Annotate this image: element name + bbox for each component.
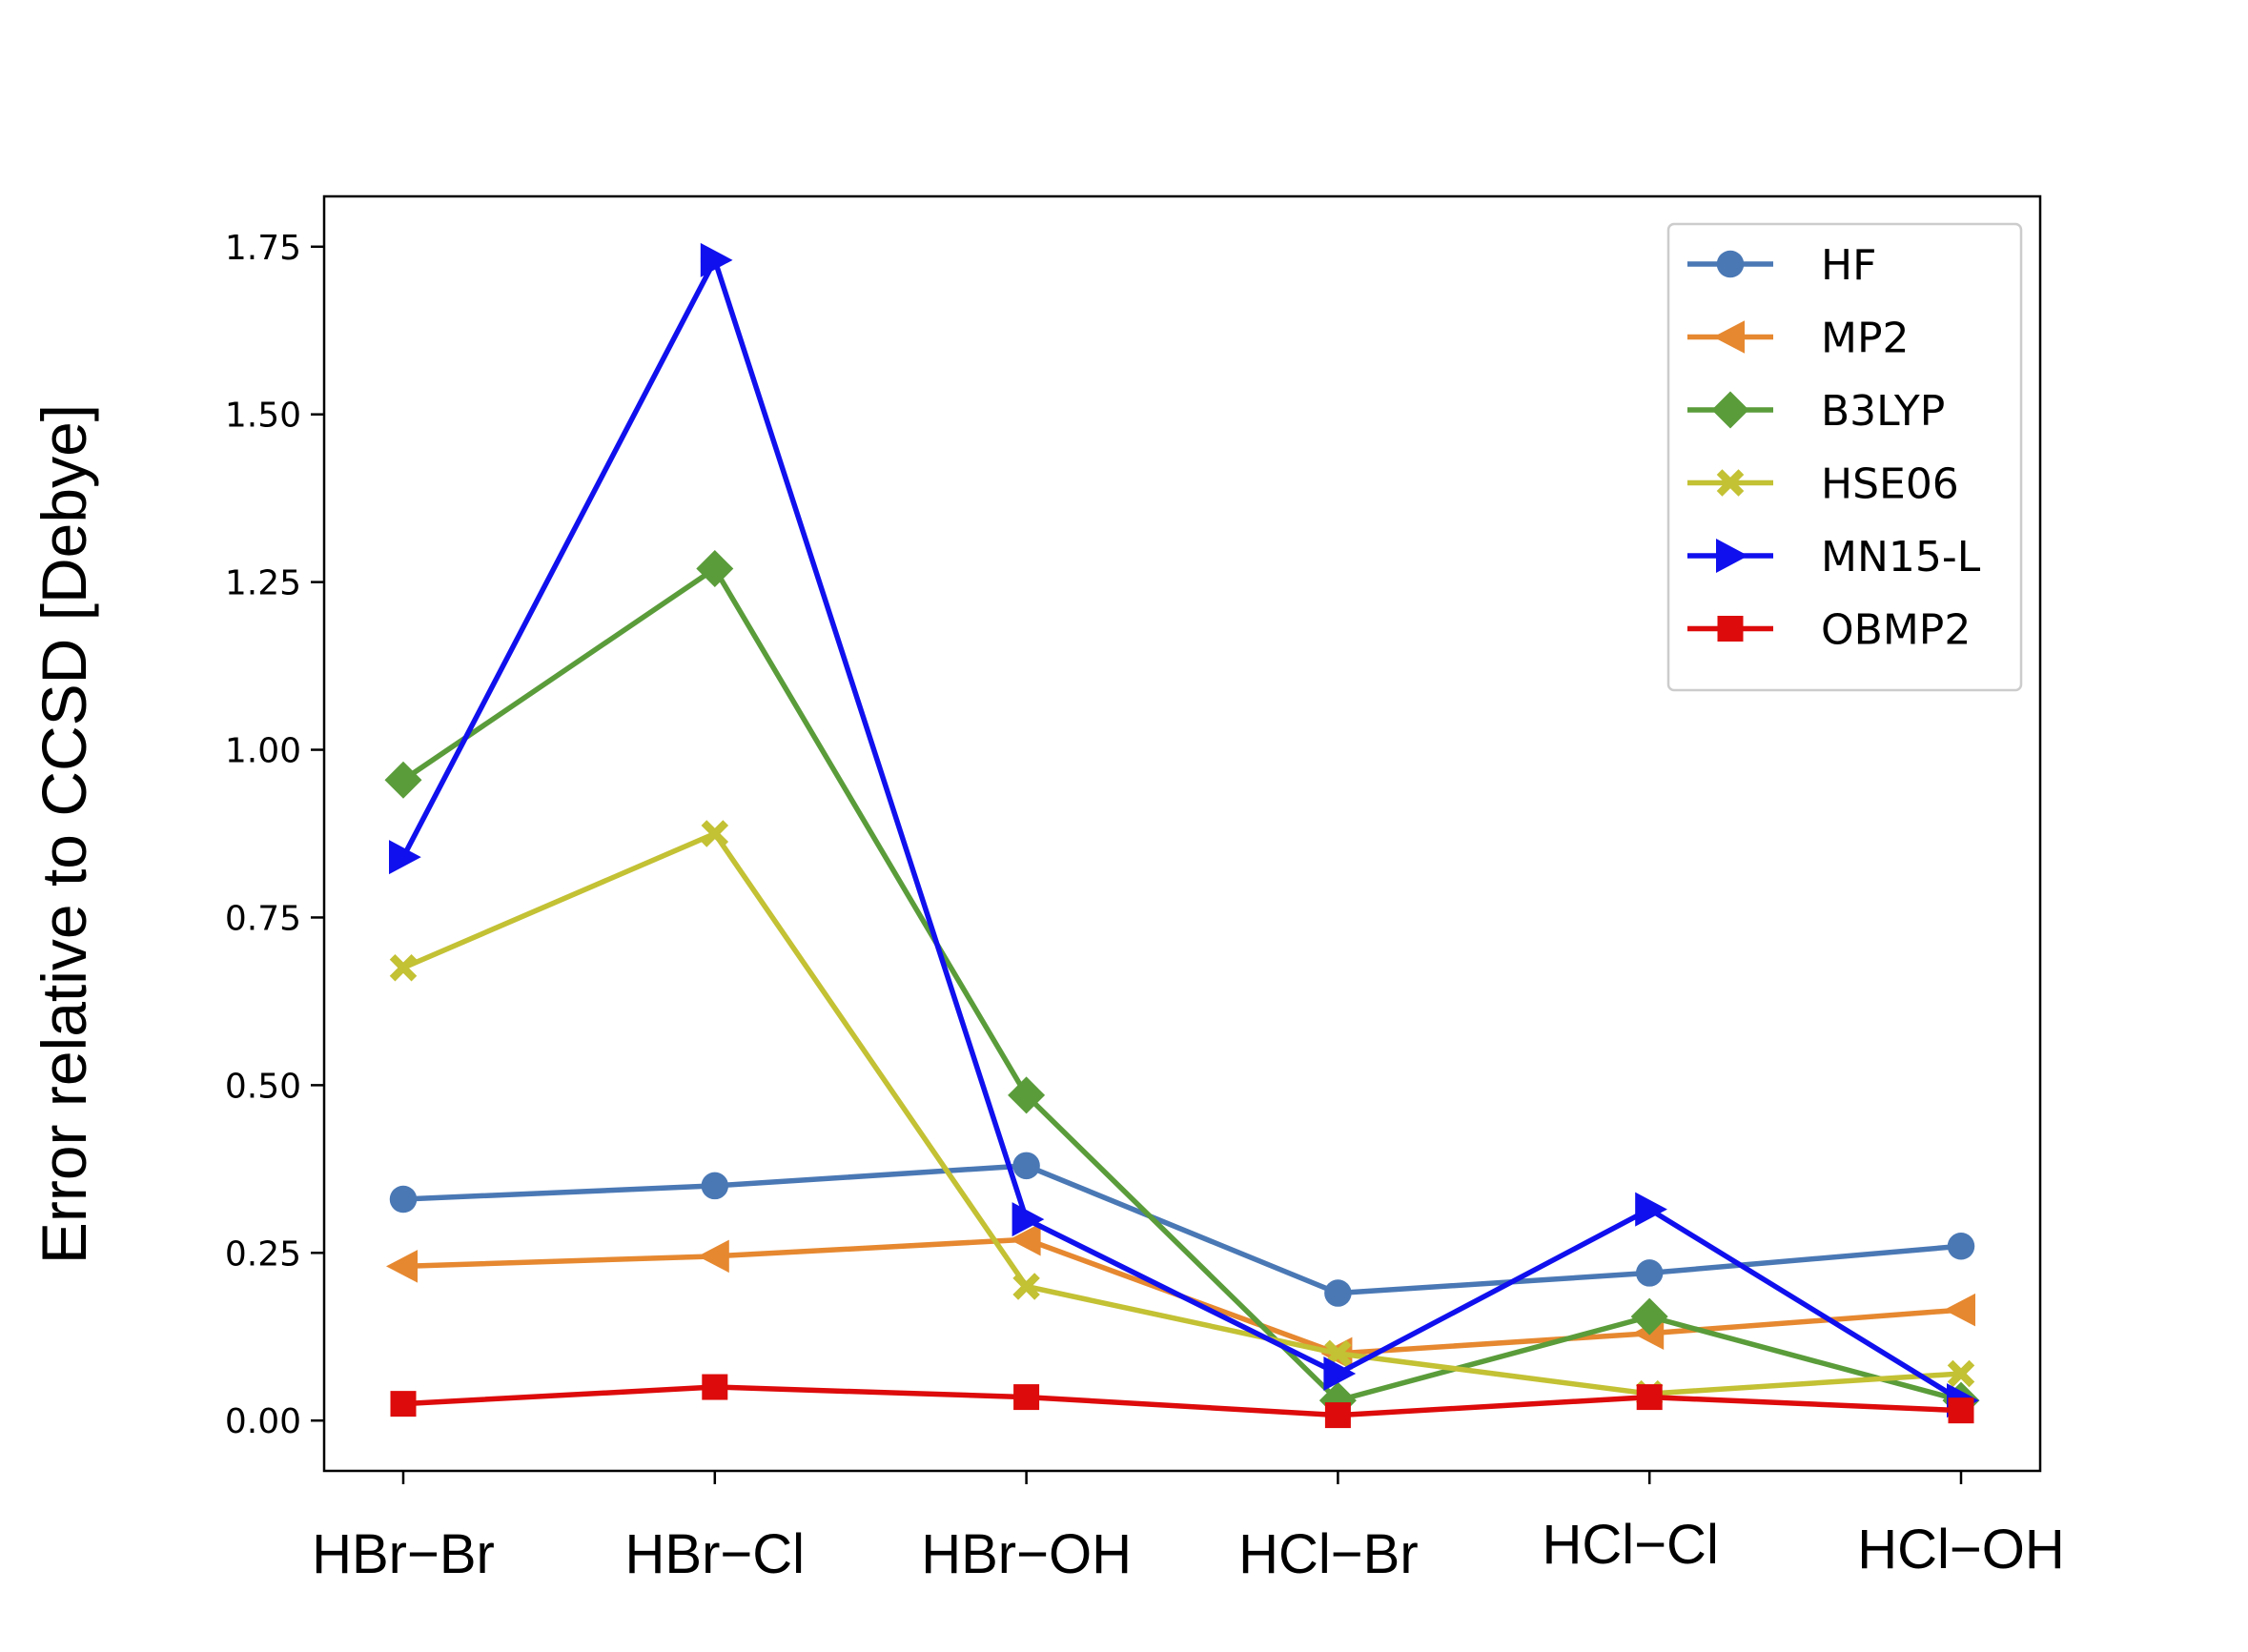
data-point-b3lyp [1630, 1297, 1668, 1336]
data-point-obmp2 [1324, 1402, 1351, 1429]
data-point-hf [1635, 1259, 1664, 1287]
legend-item-mp2: MP2 [1687, 315, 1910, 363]
legend-item-obmp2: OBMP2 [1687, 606, 1971, 655]
data-point-hse06 [1012, 1273, 1040, 1300]
y-tick-label: 0.25 [225, 1234, 301, 1274]
data-point-obmp2 [1636, 1384, 1663, 1411]
data-point-obmp2 [702, 1374, 728, 1400]
data-point-hf [1012, 1152, 1040, 1180]
series-mn15-l [389, 242, 1979, 1418]
plot-border [322, 194, 2042, 1473]
data-point-mp2 [697, 1239, 729, 1274]
data-point-b3lyp [384, 761, 422, 799]
legend-marker [1716, 250, 1745, 278]
series-obmp2 [390, 1374, 1974, 1429]
legend-label: HSE06 [1821, 460, 1959, 509]
y-axis-label: Error relative to CCSD [Debye] [29, 404, 99, 1264]
data-point-mn15-l [1323, 1356, 1357, 1391]
data-point-hf [1324, 1279, 1352, 1307]
series-hf [389, 1152, 1975, 1307]
legend: HF MP2 B3LYP HSE06 MN15-L OBMP2 [1666, 222, 2023, 692]
y-tick-label: 1.00 [225, 732, 301, 771]
x-tick-label: HBr−Br [312, 1523, 495, 1585]
y-tick-label: 0.00 [225, 1402, 301, 1441]
series-hse06 [389, 820, 1975, 1408]
legend-item-hse06: HSE06 [1687, 460, 1959, 509]
legend-marker [1717, 616, 1744, 642]
data-point-obmp2 [1948, 1397, 1974, 1424]
plot-frame [322, 194, 2042, 1473]
legend-label: HF [1821, 241, 1876, 290]
data-point-hse06 [701, 820, 729, 847]
legend-marker [1716, 539, 1748, 573]
data-point-mn15-l [700, 242, 733, 277]
legend-marker [1716, 469, 1745, 497]
data-point-mn15-l [1635, 1192, 1667, 1227]
data-point-hf [389, 1185, 418, 1214]
y-tick-label: 0.50 [225, 1067, 301, 1106]
x-tick-label: HBr−OH [921, 1523, 1132, 1585]
y-tick-label: 1.75 [225, 229, 301, 268]
series-line-obmp2 [402, 1384, 1962, 1418]
x-tick-label: HCl−OH [1857, 1519, 2065, 1581]
x-axis: HBr−Br HBr−Cl HBr−OH HCl−Br HCl−Cl HCl−OH [312, 1471, 2065, 1585]
legend-label: MN15-L [1821, 533, 1981, 581]
series-line-b3lyp [401, 565, 1962, 1403]
x-tick-label: HCl−Cl [1543, 1514, 1719, 1576]
legend-label: MP2 [1821, 315, 1910, 363]
series-line-hse06 [401, 830, 1962, 1397]
legend-item-hf: HF [1687, 241, 1876, 290]
data-point-obmp2 [1013, 1384, 1040, 1411]
data-point-mn15-l [389, 840, 421, 875]
x-tick-label: HBr−Cl [625, 1523, 806, 1585]
data-point-mn15-l [1012, 1202, 1045, 1237]
series-line-hf [402, 1163, 1962, 1296]
series-line-mn15-l [400, 257, 1963, 1403]
y-tick-label: 1.50 [225, 397, 301, 436]
legend-marker [1713, 320, 1745, 354]
legend-label: OBMP2 [1821, 606, 1971, 655]
x-tick-label: HCl−Br [1238, 1523, 1419, 1585]
legend-box [1666, 222, 2023, 692]
y-axis: 0.00 0.25 0.50 0.75 1.00 1.25 1.50 1.75 [225, 229, 324, 1441]
y-tick-label: 0.75 [225, 899, 301, 938]
legend-marker [1711, 391, 1749, 429]
data-point-mp2 [1944, 1293, 1975, 1327]
data-point-hse06 [1947, 1359, 1975, 1388]
data-point-b3lyp [1008, 1076, 1046, 1114]
data-point-b3lyp [696, 550, 734, 588]
legend-item-mn15-l: MN15-L [1687, 533, 1981, 581]
data-point-hse06 [389, 953, 418, 982]
legend-label: B3LYP [1821, 387, 1945, 436]
data-point-hf [701, 1172, 729, 1200]
data-point-mp2 [386, 1250, 418, 1283]
series-layer [384, 242, 1980, 1429]
data-point-obmp2 [390, 1391, 417, 1417]
data-point-hse06 [1324, 1339, 1352, 1368]
data-point-mp2 [1009, 1222, 1041, 1256]
legend-item-b3lyp: B3LYP [1687, 387, 1945, 436]
data-point-hf [1947, 1233, 1975, 1260]
y-tick-label: 1.25 [225, 564, 301, 603]
